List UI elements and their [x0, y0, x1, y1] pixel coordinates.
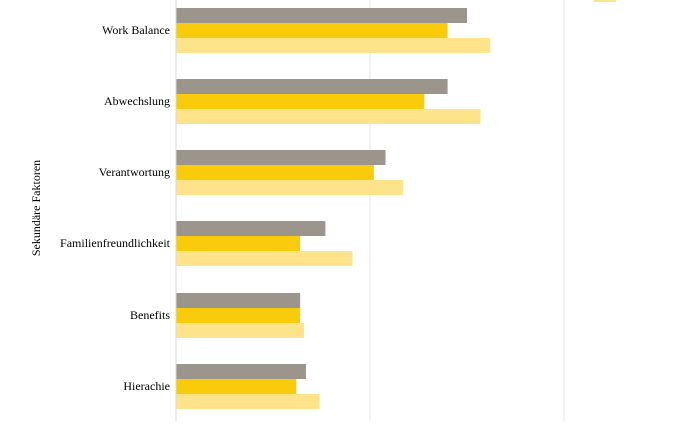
- category-label: Abwechslung: [104, 94, 170, 108]
- bar-abwechslung-series-2: [176, 94, 425, 109]
- bars-layer: [176, 8, 491, 409]
- bar-work-balance-series-2: [176, 23, 448, 38]
- bar-familienfreundlichkeit-series-3: [176, 251, 353, 266]
- bar-benefits-series-3: [176, 323, 305, 338]
- category-labels-layer: Work Balance Abwechslung Verantwortung Fami…: [60, 23, 171, 393]
- bar-verantwortung-series-2: [176, 165, 374, 180]
- bar-work-balance-series-3: [176, 38, 491, 53]
- bar-verantwortung-series-1: [176, 150, 386, 165]
- y-axis-title: Sekundäre Faktoren: [29, 160, 43, 256]
- bar-familienfreundlichkeit-series-1: [176, 221, 326, 236]
- bar-abwechslung-series-1: [176, 79, 448, 94]
- bar-verantwortung-series-3: [176, 180, 403, 195]
- category-label: Work Balance: [102, 23, 170, 37]
- category-label: Benefits: [130, 308, 170, 322]
- bar-benefits-series-2: [176, 308, 301, 323]
- bar-hierachie-series-2: [176, 379, 297, 394]
- category-label: Hierachie: [123, 379, 170, 393]
- legend-swatch-partial: [594, 0, 616, 2]
- bar-abwechslung-series-3: [176, 109, 481, 124]
- bar-benefits-series-1: [176, 293, 301, 308]
- bar-hierachie-series-1: [176, 364, 306, 379]
- bar-work-balance-series-1: [176, 8, 467, 23]
- category-label: Verantwortung: [99, 165, 170, 179]
- bar-familienfreundlichkeit-series-2: [176, 236, 301, 251]
- grid-layer: [369, 0, 565, 421]
- bar-hierachie-series-3: [176, 394, 320, 409]
- category-label: Familienfreundlichkeit: [60, 236, 171, 250]
